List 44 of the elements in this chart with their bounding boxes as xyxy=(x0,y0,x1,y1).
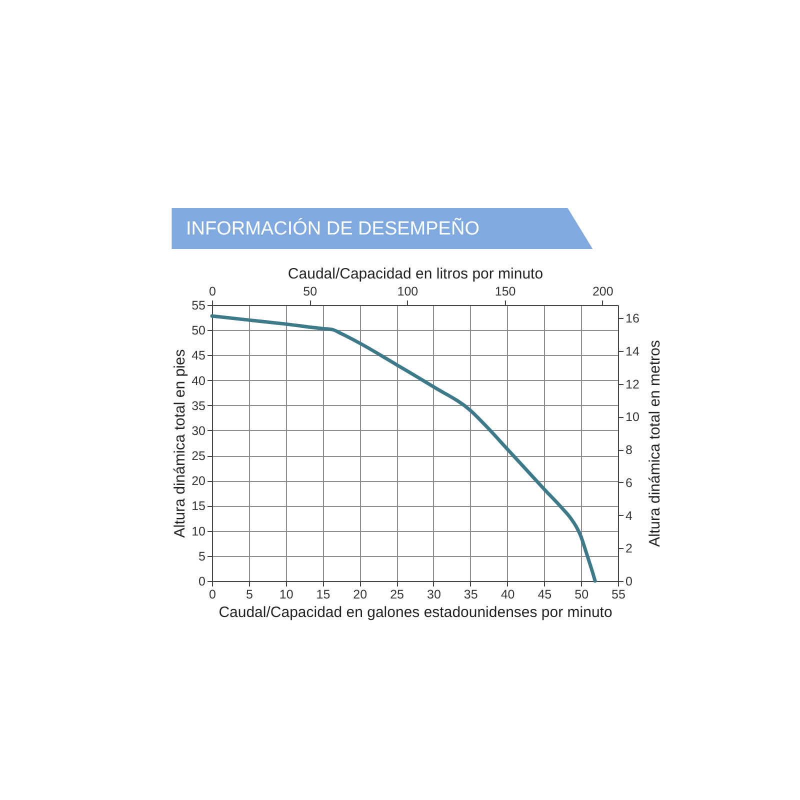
y-tick-label: 20 xyxy=(192,474,206,488)
y2-tick-label: 0 xyxy=(626,574,632,588)
y2-tick-label: 12 xyxy=(626,377,640,392)
x-axis-title: Caudal/Capacidad en galones estadounidenses por minuto xyxy=(218,604,612,621)
y2-tick-label: 10 xyxy=(626,410,640,424)
y-tick-label: 45 xyxy=(192,348,206,363)
y-tick-label: 50 xyxy=(192,324,206,338)
x-tick-label: 0 xyxy=(209,588,216,602)
y2-tick-label: 16 xyxy=(626,312,640,326)
y2-tick-label: 8 xyxy=(626,443,632,458)
y-axis-title: Altura dinámica total en pies xyxy=(172,349,189,538)
x2-tick-label: 150 xyxy=(494,284,516,298)
y-tick-label: 5 xyxy=(198,549,206,564)
y-tick-label: 10 xyxy=(192,524,206,538)
y2-tick-label: 4 xyxy=(626,508,632,523)
y2-axis-title: Altura dinámica total en metros xyxy=(646,340,664,547)
x-tick-label: 15 xyxy=(316,588,330,602)
x2-tick-label: 0 xyxy=(209,284,216,298)
y-tick-label: 0 xyxy=(198,574,206,588)
x-tick-label: 25 xyxy=(390,588,404,602)
y-tick-label: 30 xyxy=(192,424,206,438)
y2-tick-label: 6 xyxy=(626,476,632,490)
chart-title: INFORMACIÓN DE DESEMPEÑO xyxy=(186,218,480,240)
x-tick-label: 20 xyxy=(353,588,368,602)
y-tick-label: 25 xyxy=(192,449,206,464)
x2-tick-label: 100 xyxy=(397,284,418,298)
y2-tick-label: 2 xyxy=(626,542,632,556)
x-tick-label: 55 xyxy=(612,588,626,602)
x-tick-label: 5 xyxy=(246,588,253,602)
y-tick-label: 55 xyxy=(192,298,206,312)
x2-tick-label: 50 xyxy=(303,284,318,298)
x-tick-label: 40 xyxy=(500,588,515,602)
x2-tick-label: 200 xyxy=(592,284,614,298)
x-tick-label: 10 xyxy=(279,588,294,602)
x2-axis-title: Caudal/Capacidad en litros por minuto xyxy=(288,266,544,282)
x-tick-label: 45 xyxy=(538,588,552,602)
y2-tick-label: 14 xyxy=(626,344,640,358)
y-tick-label: 40 xyxy=(192,374,206,388)
x-tick-label: 30 xyxy=(427,588,441,602)
y-tick-label: 15 xyxy=(192,499,206,514)
line-series xyxy=(210,314,597,583)
x-tick-label: 50 xyxy=(574,588,589,602)
y-tick-label: 35 xyxy=(192,398,206,413)
x-tick-label: 35 xyxy=(464,588,478,602)
